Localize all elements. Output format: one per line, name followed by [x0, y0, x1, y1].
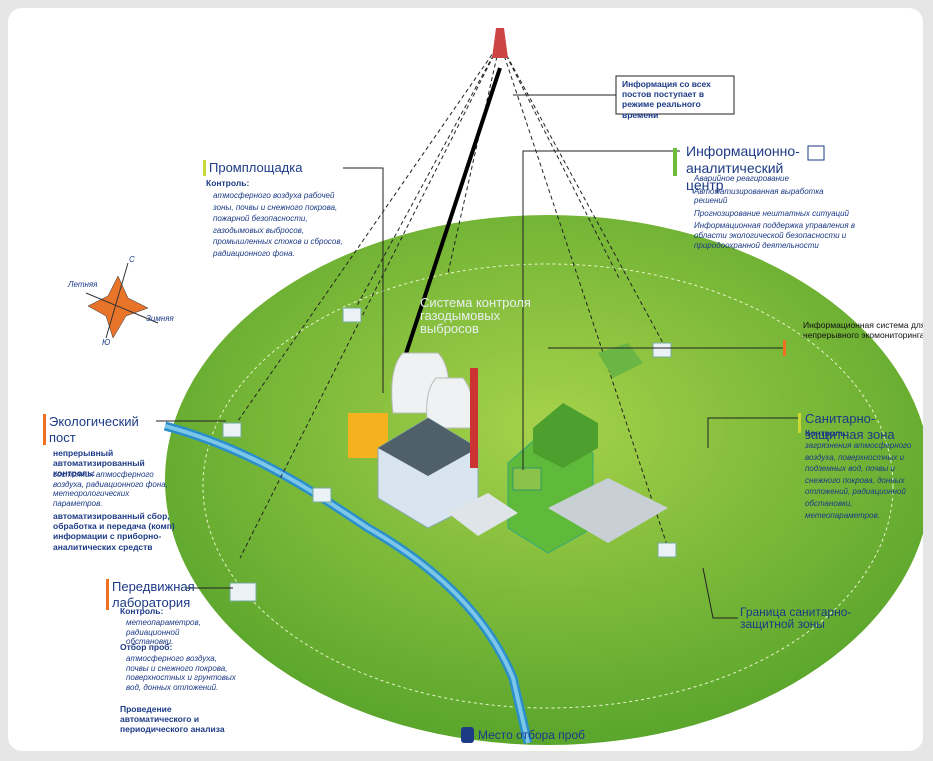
sampling-point: Место отбора проб — [478, 728, 585, 742]
drop-icon — [461, 727, 474, 743]
eco-continuous-items: состояния атмосферного воздуха, радиацио… — [53, 470, 178, 508]
site-control-label: Контроль: — [206, 178, 249, 188]
compass-south: Ю — [102, 338, 110, 348]
tower — [492, 28, 508, 58]
frame: Информация со всех постов поступает в ре… — [8, 8, 923, 751]
zone-control-label: Контроль: — [805, 428, 848, 438]
info-bar — [783, 340, 786, 356]
compass-winter: Зимняя — [146, 314, 174, 324]
center-items: Аварийное реагирование Автоматизированная… — [694, 174, 859, 253]
site-control-items: атмосферного воздуха рабочей зоны, почвы… — [213, 190, 353, 260]
lab-sampling-label: Отбор проб: — [120, 642, 172, 652]
eco-post-title: Экологический пост — [43, 414, 129, 445]
lab-sampling-items: атмосферного воздуха, почвы и снежного п… — [126, 654, 236, 692]
center-item: Аварийное реагирование — [694, 174, 859, 184]
center-item: Прогнозирование нештатных ситуаций — [694, 209, 859, 219]
lab-control-label: Контроль: — [120, 606, 163, 616]
compass-north: С — [129, 255, 135, 265]
center-item: Информационная поддержка управления в об… — [694, 221, 859, 250]
center-item: Автоматизированная выработка решений — [694, 187, 859, 206]
center-bar — [673, 148, 677, 176]
compass — [86, 263, 158, 338]
page: Информация со всех постов поступает в ре… — [0, 0, 933, 761]
realtime-note: Информация со всех постов поступает в ре… — [622, 79, 734, 120]
eco-data-collection: автоматизированный сбор, обработка и пер… — [53, 511, 178, 552]
zone-bar — [798, 413, 801, 433]
zone-control-items: загрязнения атмосферного воздуха, поверх… — [805, 440, 923, 521]
emission-control: Система контроля газодымовых выбросов — [420, 296, 535, 335]
info-system: Информационная система для непрерывного … — [803, 320, 923, 340]
compass-summer: Летняя — [68, 280, 97, 290]
site-title: Промплощадка — [203, 160, 302, 176]
lab-analysis: Проведение автоматического и периодическ… — [120, 704, 230, 735]
zone-border: Граница санитарно-защитной зоны — [740, 606, 860, 630]
